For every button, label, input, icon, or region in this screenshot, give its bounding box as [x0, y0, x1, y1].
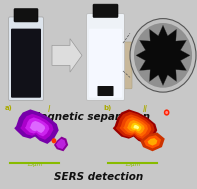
- Circle shape: [164, 109, 169, 116]
- FancyBboxPatch shape: [86, 14, 125, 101]
- FancyBboxPatch shape: [89, 29, 122, 98]
- Text: a): a): [5, 105, 13, 111]
- Circle shape: [130, 19, 196, 92]
- Polygon shape: [140, 132, 165, 151]
- Circle shape: [134, 23, 192, 88]
- Polygon shape: [148, 138, 157, 146]
- Polygon shape: [54, 137, 68, 151]
- Text: SERS detection: SERS detection: [54, 172, 143, 181]
- Text: 15μm: 15μm: [26, 162, 42, 167]
- Polygon shape: [52, 39, 82, 72]
- Polygon shape: [123, 117, 148, 137]
- Circle shape: [52, 138, 56, 143]
- FancyBboxPatch shape: [14, 9, 38, 22]
- FancyBboxPatch shape: [11, 29, 41, 98]
- Polygon shape: [127, 120, 145, 134]
- Polygon shape: [133, 125, 139, 129]
- Polygon shape: [20, 114, 54, 140]
- Text: b): b): [103, 105, 112, 111]
- FancyBboxPatch shape: [8, 17, 44, 101]
- Polygon shape: [130, 123, 142, 131]
- FancyBboxPatch shape: [93, 4, 118, 18]
- Polygon shape: [56, 139, 66, 149]
- Text: II: II: [143, 105, 148, 114]
- FancyBboxPatch shape: [98, 86, 113, 96]
- Polygon shape: [116, 112, 155, 142]
- Polygon shape: [136, 25, 190, 85]
- FancyBboxPatch shape: [120, 42, 132, 89]
- Circle shape: [165, 111, 168, 114]
- Text: 15μm: 15μm: [125, 162, 141, 167]
- Polygon shape: [119, 114, 151, 139]
- Polygon shape: [30, 121, 45, 133]
- Polygon shape: [14, 109, 59, 144]
- Polygon shape: [144, 135, 161, 148]
- Text: I: I: [47, 105, 50, 114]
- Polygon shape: [113, 109, 157, 144]
- Polygon shape: [25, 117, 49, 136]
- Text: Magnetic separation: Magnetic separation: [30, 112, 150, 122]
